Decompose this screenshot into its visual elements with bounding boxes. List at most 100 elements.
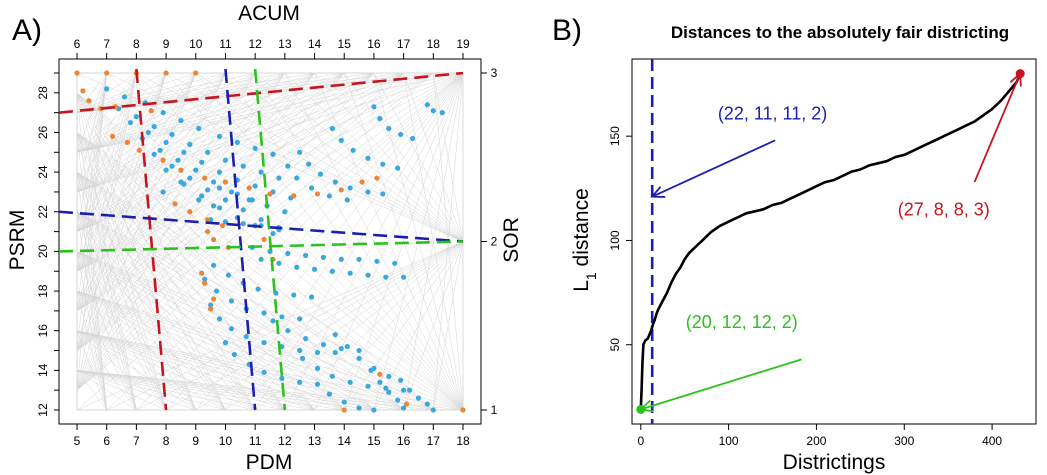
orange-point	[178, 167, 184, 173]
blue-point	[424, 102, 430, 108]
grid-line	[76, 72, 285, 113]
blue-point	[285, 328, 291, 334]
grid-line	[76, 370, 107, 411]
blue-point	[231, 351, 237, 358]
orange-point	[74, 70, 80, 76]
orange-point	[208, 306, 214, 312]
orange-point	[205, 228, 211, 235]
orange-point	[267, 191, 273, 197]
blue-point	[415, 395, 422, 401]
x-tick-label: 15	[367, 434, 381, 448]
orange-point	[199, 270, 205, 276]
grid-line	[314, 241, 464, 411]
blue-point	[294, 175, 300, 181]
blue-point	[291, 292, 297, 298]
blue-point	[240, 221, 246, 227]
x-tick-label: 6	[103, 434, 110, 448]
blue-point	[261, 369, 267, 375]
blue-point	[356, 347, 362, 354]
blue-point	[240, 163, 246, 169]
grid-line	[254, 241, 464, 411]
orange-point	[205, 217, 211, 223]
blue-point	[160, 189, 166, 195]
blue-point	[347, 379, 353, 385]
blue-point	[169, 163, 175, 169]
grid-line	[76, 92, 167, 411]
blue-point	[228, 326, 234, 332]
panel-b-axes: 0 100 200 300 400 50 100 150	[608, 126, 1002, 448]
endpoint-marker	[636, 404, 646, 414]
blue-point	[297, 316, 303, 322]
blue-point	[314, 381, 321, 387]
x-tick-label: 13	[308, 434, 322, 448]
blue-point	[285, 163, 291, 169]
blue-point	[276, 260, 282, 266]
green-dashed-line-horizontal	[58, 240, 464, 253]
annotation-label: (20, 12, 12, 2)	[686, 312, 798, 332]
blue-point	[424, 401, 430, 407]
blue-point	[377, 115, 383, 122]
grid-line	[254, 72, 464, 242]
blue-dashed-line-vertical	[224, 68, 257, 411]
grid-line	[195, 72, 464, 411]
grid-line	[136, 72, 464, 411]
panel-a-y-axis-title: PSRM	[6, 210, 29, 271]
blue-point	[332, 349, 338, 356]
x-tick-label: 100	[719, 434, 739, 448]
grid-line	[76, 132, 226, 411]
grid-line	[76, 211, 107, 411]
blue-point	[371, 104, 377, 110]
grid-line	[76, 72, 464, 232]
grid-line	[76, 370, 137, 411]
blue-point	[395, 397, 401, 403]
blue-point	[216, 169, 223, 175]
blue-point	[347, 270, 353, 276]
y-tick-label: 18	[36, 284, 50, 298]
blue-point	[374, 258, 380, 264]
orange-point	[86, 98, 92, 104]
blue-point	[222, 197, 229, 203]
orange-point	[222, 179, 229, 185]
grid-line	[76, 72, 374, 153]
blue-point	[157, 147, 163, 153]
grid-line	[165, 241, 464, 411]
blue-point	[365, 383, 371, 389]
blue-point	[216, 185, 223, 191]
blue-point	[160, 110, 166, 116]
grid-line	[76, 132, 167, 411]
blue-point	[205, 187, 211, 193]
blue-point	[270, 318, 276, 324]
grid-line	[76, 251, 137, 411]
blue-point	[279, 375, 285, 381]
top-tick-label: 19	[456, 37, 470, 51]
panel-a-reference-lines	[58, 68, 464, 411]
blue-point	[303, 336, 309, 342]
orange-point	[359, 179, 365, 185]
orange-point	[124, 139, 131, 145]
blue-point	[338, 345, 344, 352]
blue-point	[365, 189, 371, 195]
x-tick-label: 200	[806, 434, 826, 448]
grid-line	[76, 172, 107, 411]
blue-point	[294, 264, 300, 270]
blue-point	[234, 139, 240, 145]
orange-point	[163, 70, 169, 76]
blue-point	[308, 185, 315, 191]
blue-point	[178, 179, 184, 185]
grid-line	[76, 171, 286, 411]
panel-b-y-axis-title: L1 distance	[570, 188, 599, 292]
grid-line	[76, 172, 137, 411]
blue-point	[151, 123, 157, 130]
blue-point	[255, 286, 261, 292]
y-tick-label: 24	[36, 165, 50, 179]
grid-line	[76, 211, 464, 411]
grid-line	[76, 72, 286, 312]
orange-point	[187, 209, 193, 215]
orange-point	[136, 147, 142, 153]
grid-line	[254, 72, 464, 411]
grid-line	[225, 241, 464, 411]
top-tick-label: 9	[163, 37, 170, 51]
blue-point	[270, 151, 276, 157]
x-tick-label: 18	[456, 434, 470, 448]
red-dashed-line-vertical	[135, 68, 168, 411]
